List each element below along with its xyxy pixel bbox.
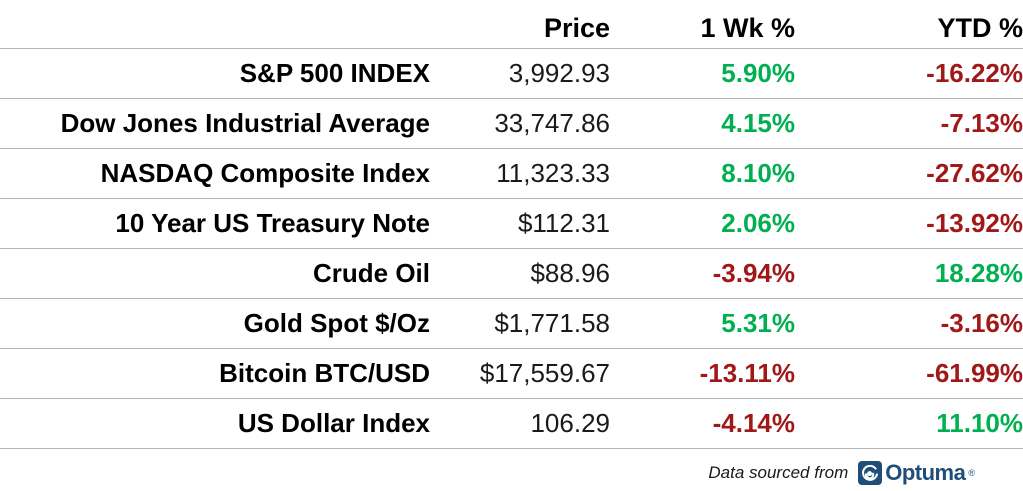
- table-row: Bitcoin BTC/USD$17,559.67-13.11%-61.99%: [0, 349, 1023, 399]
- week-change-value: 4.15%: [610, 99, 795, 149]
- table-row: Crude Oil$88.96-3.94%18.28%: [0, 249, 1023, 299]
- price-value: 106.29: [430, 399, 610, 449]
- data-source-label: Data sourced from: [708, 463, 848, 483]
- instrument-name: Gold Spot $/Oz: [0, 299, 430, 349]
- optuma-brand-logo: Optuma ®: [858, 461, 975, 485]
- instrument-name: US Dollar Index: [0, 399, 430, 449]
- ytd-change-value: -13.92%: [795, 199, 1023, 249]
- week-change-value: 5.90%: [610, 49, 795, 99]
- week-change-value: 8.10%: [610, 149, 795, 199]
- footer-cell: Data sourced from Optuma ®: [0, 449, 1023, 491]
- week-change-value: -3.94%: [610, 249, 795, 299]
- price-value: 3,992.93: [430, 49, 610, 99]
- instrument-name: Crude Oil: [0, 249, 430, 299]
- instrument-name: S&P 500 INDEX: [0, 49, 430, 99]
- table-header-row: Price 1 Wk % YTD %: [0, 0, 1023, 49]
- week-change-value: -13.11%: [610, 349, 795, 399]
- column-header-ytd-pct: YTD %: [795, 0, 1023, 49]
- price-value: $1,771.58: [430, 299, 610, 349]
- registered-trademark-icon: ®: [968, 469, 975, 478]
- table-footer-row: Data sourced from Optuma ®: [0, 449, 1023, 491]
- week-change-value: 5.31%: [610, 299, 795, 349]
- price-value: $112.31: [430, 199, 610, 249]
- price-value: 11,323.33: [430, 149, 610, 199]
- price-value: $88.96: [430, 249, 610, 299]
- column-header-instrument: [0, 0, 430, 49]
- ytd-change-value: -3.16%: [795, 299, 1023, 349]
- column-header-week-pct: 1 Wk %: [610, 0, 795, 49]
- ytd-change-value: -27.62%: [795, 149, 1023, 199]
- instrument-name: Bitcoin BTC/USD: [0, 349, 430, 399]
- optuma-spiral-icon: [858, 461, 882, 485]
- instrument-name: 10 Year US Treasury Note: [0, 199, 430, 249]
- ytd-change-value: -7.13%: [795, 99, 1023, 149]
- ytd-change-value: 18.28%: [795, 249, 1023, 299]
- optuma-wordmark: Optuma: [885, 462, 965, 484]
- week-change-value: 2.06%: [610, 199, 795, 249]
- ytd-change-value: -16.22%: [795, 49, 1023, 99]
- price-value: 33,747.86: [430, 99, 610, 149]
- ytd-change-value: -61.99%: [795, 349, 1023, 399]
- ytd-change-value: 11.10%: [795, 399, 1023, 449]
- column-header-price: Price: [430, 0, 610, 49]
- week-change-value: -4.14%: [610, 399, 795, 449]
- price-value: $17,559.67: [430, 349, 610, 399]
- instrument-name: Dow Jones Industrial Average: [0, 99, 430, 149]
- instrument-name: NASDAQ Composite Index: [0, 149, 430, 199]
